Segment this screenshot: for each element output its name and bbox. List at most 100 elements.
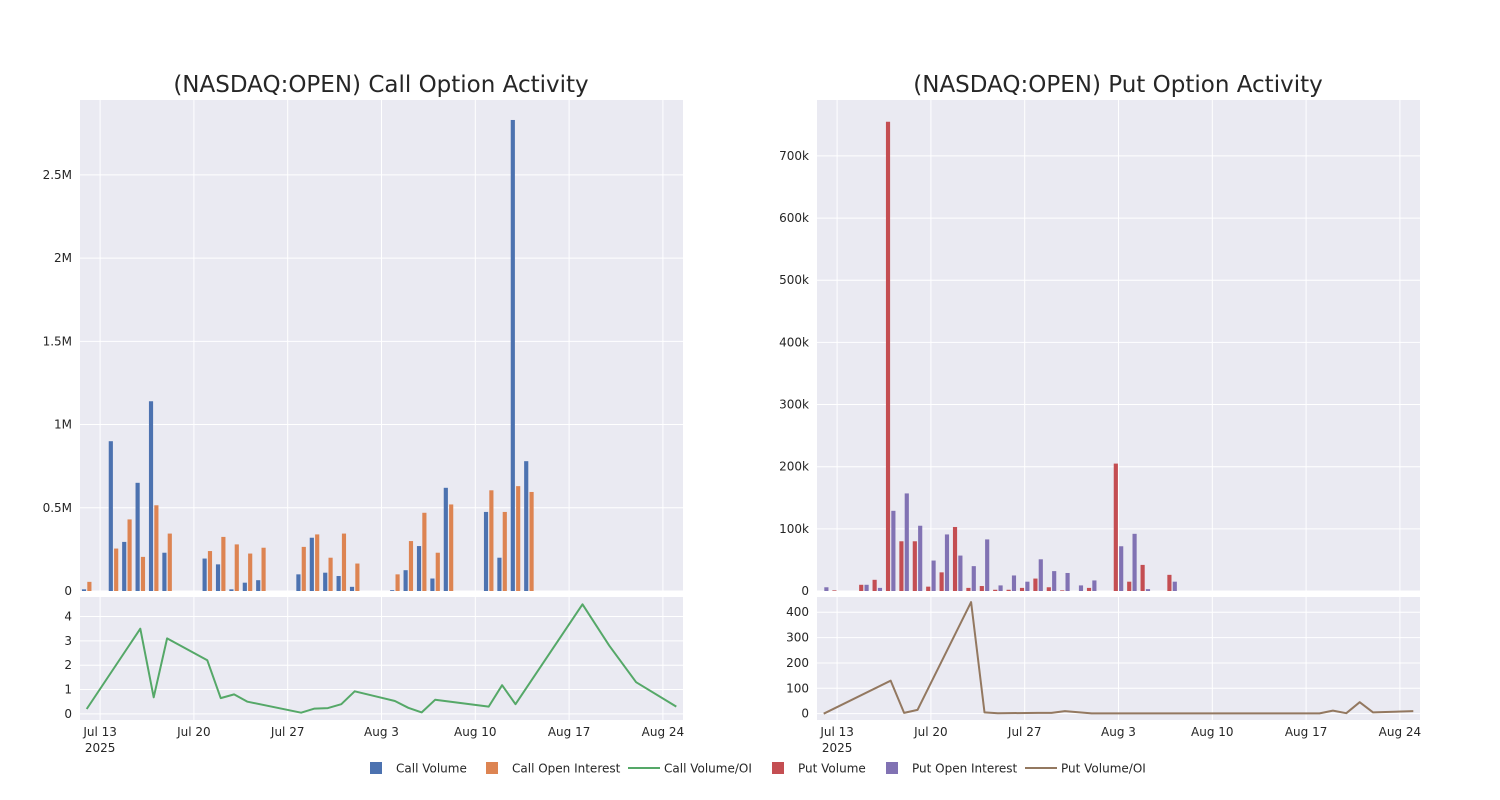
open-interest-bar — [1078, 585, 1084, 591]
open-interest-bar — [154, 505, 159, 591]
open-interest-bar — [422, 512, 427, 591]
volume-bar — [1033, 578, 1038, 591]
open-interest-bar — [1025, 581, 1030, 591]
volume-bar — [510, 119, 515, 592]
open-interest-bar — [167, 533, 172, 591]
x-tick-label: Jul 13 — [82, 725, 117, 739]
volume-bar — [872, 579, 877, 591]
volume-bar — [1113, 463, 1118, 591]
volume-bar — [979, 586, 984, 591]
open-interest-bar — [301, 546, 306, 591]
main-y-tick-label: 700k — [779, 149, 809, 163]
open-interest-bar — [221, 536, 226, 591]
open-interest-bar — [502, 511, 507, 591]
x-tick-label: Jul 20 — [913, 725, 948, 739]
x-year-label: 2025 — [85, 741, 116, 755]
open-interest-bar — [315, 534, 320, 591]
open-interest-bar — [998, 585, 1003, 591]
ratio-y-tick-label: 300 — [786, 631, 809, 645]
volume-bar — [148, 401, 154, 591]
x-tick-label: Aug 3 — [364, 725, 399, 739]
legend-swatch — [886, 762, 898, 774]
open-interest-bar — [1092, 580, 1097, 591]
legend-item: Call Volume/OI — [628, 762, 752, 776]
open-interest-bar — [1145, 589, 1151, 591]
volume-bar — [912, 541, 917, 591]
volume-bar — [1167, 574, 1172, 591]
legend-swatch — [772, 762, 784, 774]
open-interest-bar — [234, 544, 239, 591]
main-y-tick-label: 1.5M — [43, 334, 72, 348]
ratio-y-tick-label: 400 — [786, 605, 809, 619]
x-tick-label: Aug 17 — [548, 725, 591, 739]
legend-label: Put Volume/OI — [1061, 762, 1146, 776]
x-tick-label: Aug 17 — [1285, 725, 1328, 739]
x-tick-label: Aug 24 — [642, 725, 685, 739]
open-interest-bar — [1011, 575, 1017, 591]
main-y-tick-label: 0 — [801, 584, 809, 598]
legend-label: Call Volume — [396, 762, 467, 776]
main-y-tick-label: 200k — [779, 460, 809, 474]
volume-bar — [162, 552, 167, 591]
open-interest-bar — [341, 533, 347, 591]
volume-bar — [939, 572, 944, 591]
call-chart-area: 0 0.5M 1M 1.5M 2M 2.5M 0 1 2 3 4 Jul 13 Jul 20 Jul 27… — [43, 100, 685, 755]
x-tick-label: Aug 10 — [454, 725, 497, 739]
legend-label: Call Volume/OI — [664, 762, 752, 776]
ratio-y-tick-label: 3 — [64, 634, 72, 648]
open-interest-bar — [864, 584, 869, 591]
volume-bar — [296, 574, 301, 591]
volume-oi-ratio-line — [823, 601, 1414, 715]
volume-bar — [1127, 581, 1132, 591]
open-interest-bar — [529, 491, 534, 591]
ratio-y-tick-label: 2 — [64, 658, 72, 672]
volume-bar — [483, 511, 489, 591]
open-interest-bar — [1119, 546, 1124, 591]
volume-bar — [202, 558, 207, 591]
volume-bar — [1046, 587, 1051, 591]
chart-legend: Call Volume Call Open Interest Call Volume… — [370, 762, 1146, 776]
open-interest-bar — [958, 555, 963, 591]
volume-bar — [1019, 587, 1025, 591]
call-chart-title: (NASDAQ:OPEN) Call Option Activity — [173, 72, 588, 98]
x-year-label: 2025 — [822, 741, 853, 755]
open-interest-bar — [891, 510, 896, 591]
x-tick-label: Jul 20 — [176, 725, 211, 739]
x-tick-label: Jul 27 — [1007, 725, 1042, 739]
volume-bar — [403, 570, 408, 591]
open-interest-bar — [918, 525, 923, 591]
open-interest-bar — [985, 539, 990, 591]
open-interest-bar — [1038, 559, 1043, 591]
volume-bar — [926, 586, 931, 591]
open-interest-bar — [904, 493, 909, 591]
open-interest-bar — [114, 548, 119, 591]
open-interest-bar — [516, 486, 521, 591]
open-interest-bar — [87, 581, 92, 591]
open-interest-bar — [261, 547, 266, 591]
open-interest-bar — [1172, 581, 1177, 591]
open-interest-bar — [931, 560, 936, 591]
main-y-tick-label: 2.5M — [43, 168, 72, 182]
open-interest-bar — [1065, 572, 1070, 591]
volume-bar — [135, 482, 140, 591]
open-interest-bar — [944, 534, 950, 591]
ratio-y-tick-label: 0 — [64, 707, 72, 721]
main-y-tick-label: 500k — [779, 273, 809, 287]
legend-item: Put Open Interest — [886, 762, 1018, 776]
open-interest-bar — [355, 563, 360, 591]
main-y-tick-label: 2M — [54, 251, 72, 265]
volume-bar — [430, 578, 435, 591]
volume-bar — [122, 541, 127, 591]
volume-bar — [966, 587, 971, 591]
open-interest-bar — [1052, 571, 1057, 591]
ratio-y-tick-label: 0 — [801, 707, 809, 721]
open-interest-bar — [824, 587, 829, 591]
open-interest-bar — [435, 552, 440, 591]
volume-bar — [952, 526, 958, 591]
x-tick-label: Jul 13 — [819, 725, 854, 739]
volume-bar — [443, 487, 448, 591]
x-tick-label: Jul 27 — [270, 725, 305, 739]
legend-swatch — [370, 762, 382, 774]
volume-bar — [1006, 589, 1011, 591]
